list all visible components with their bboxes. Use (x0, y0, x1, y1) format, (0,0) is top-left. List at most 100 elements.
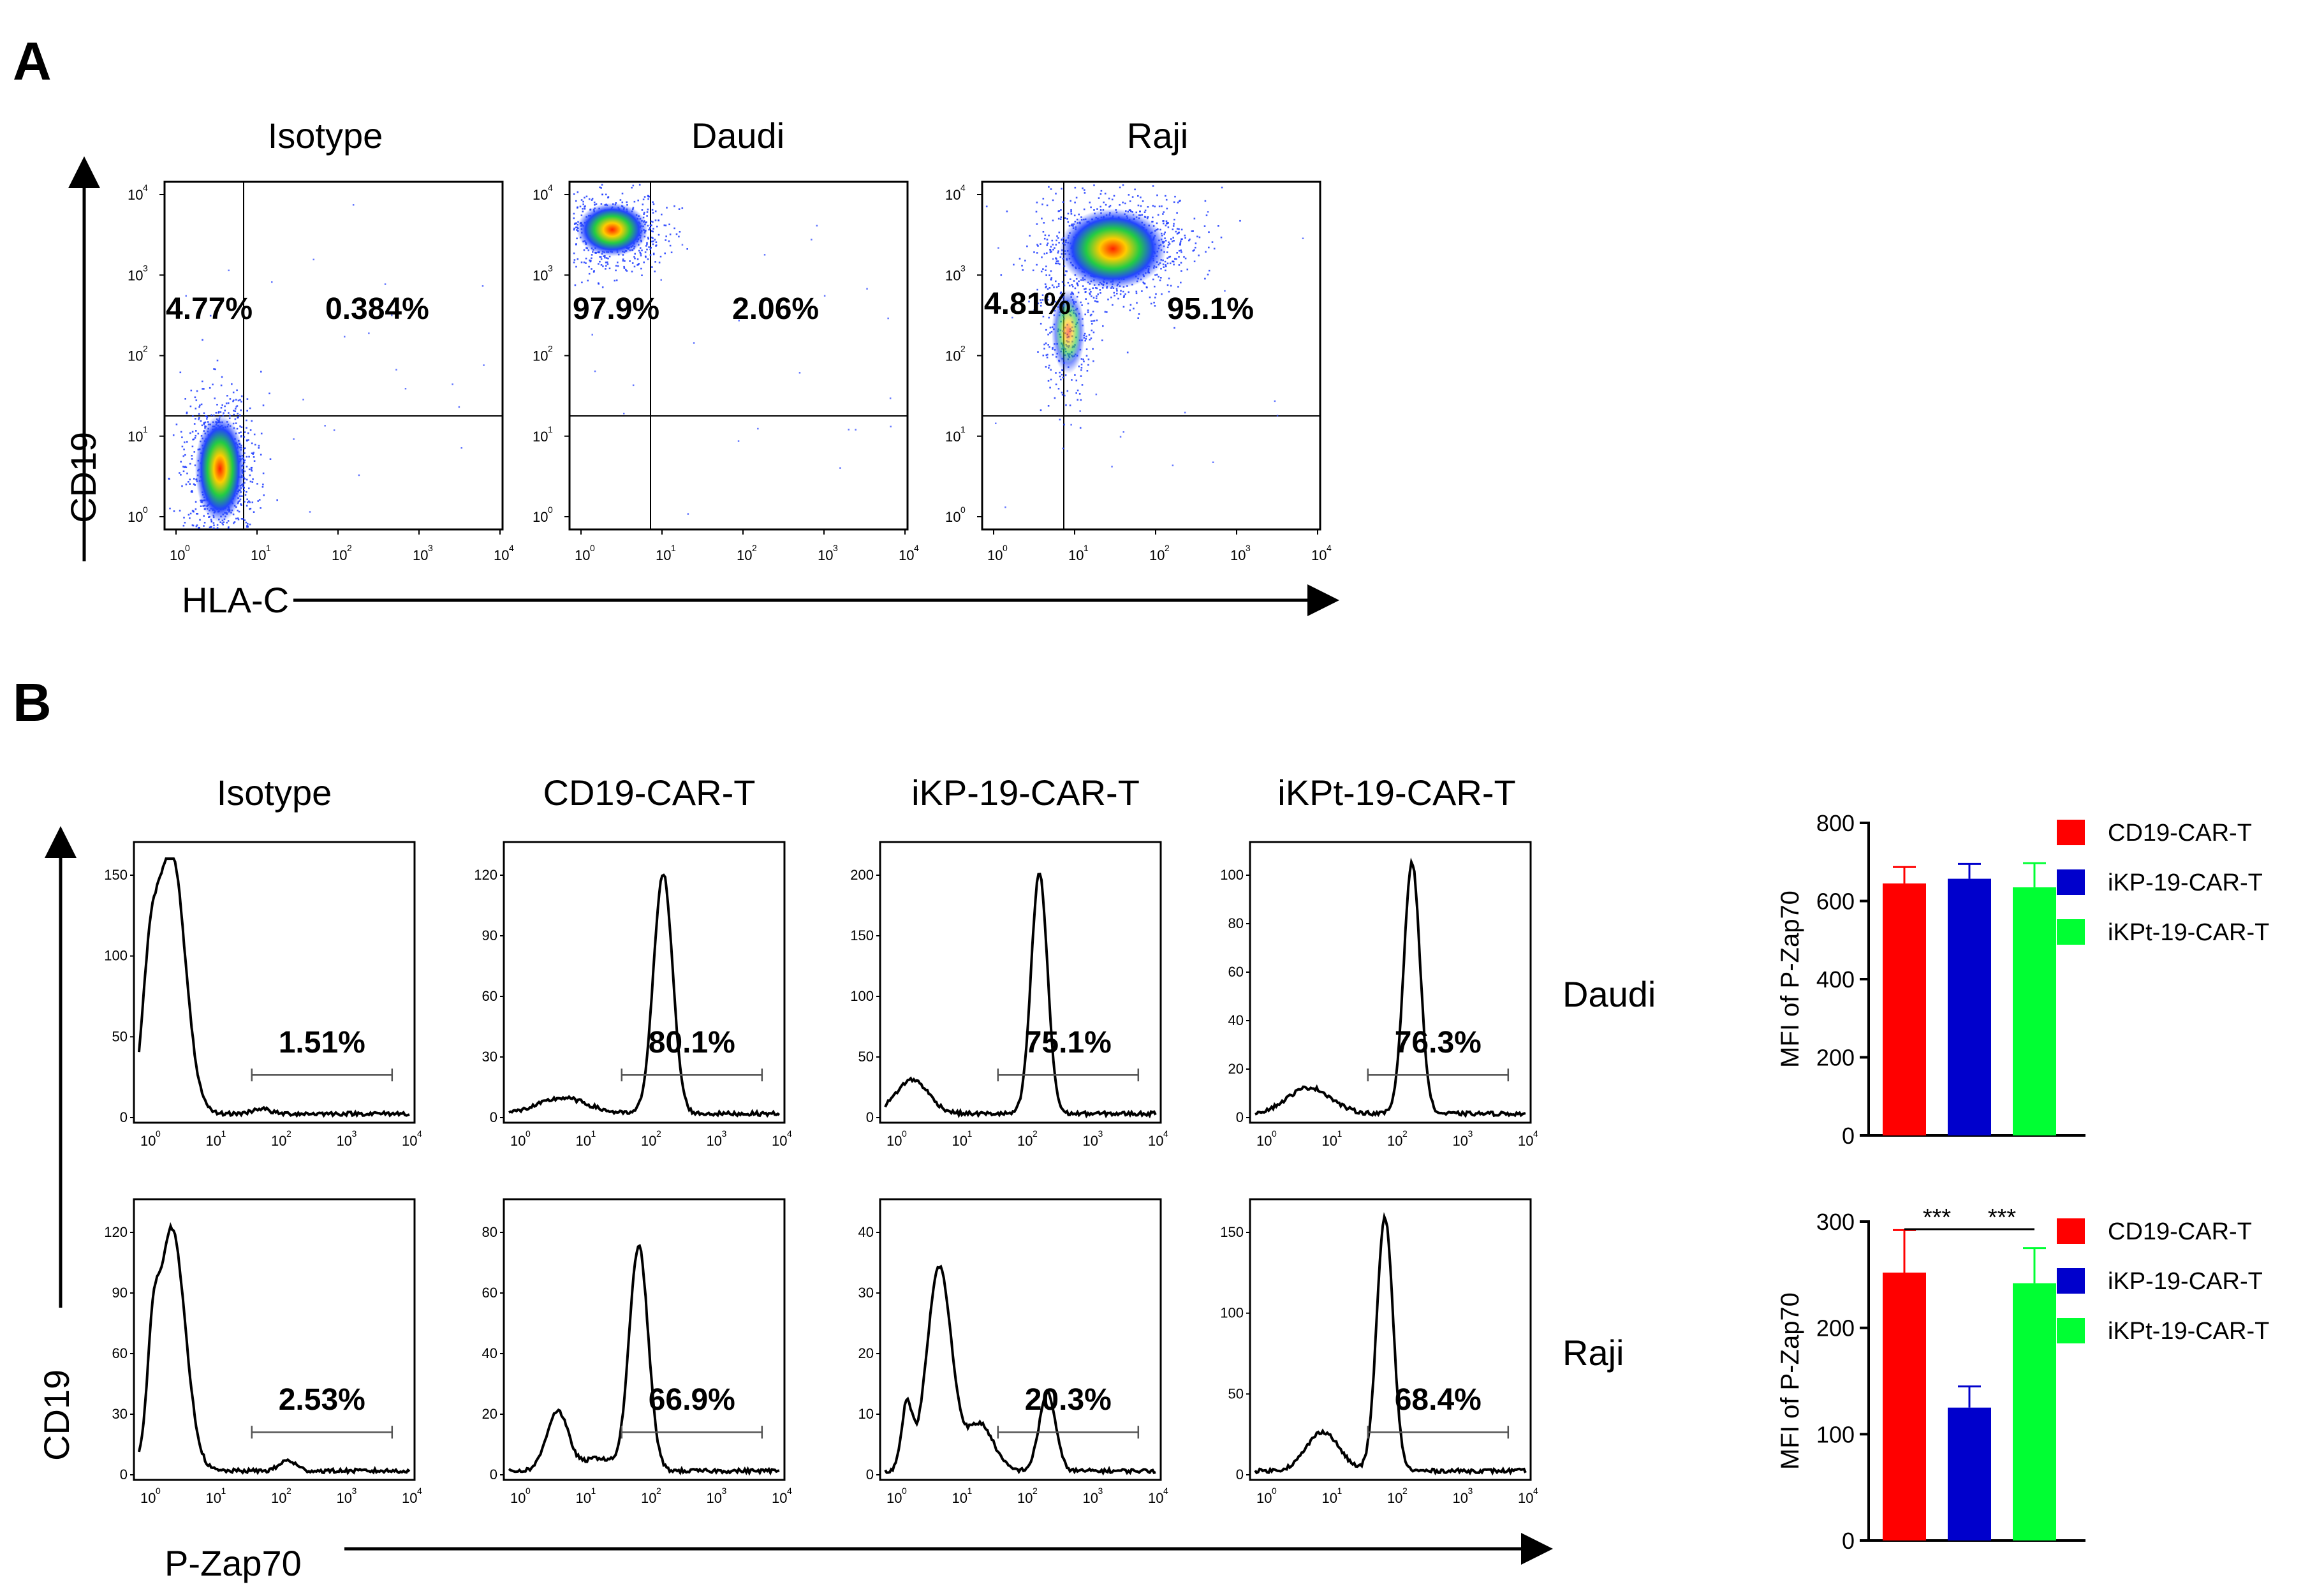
event-dot (324, 425, 326, 427)
legend-swatch (2057, 869, 2085, 895)
event-dot (1122, 306, 1125, 308)
event-dot (195, 418, 196, 420)
event-dot (243, 489, 245, 492)
event-dot (183, 466, 186, 468)
event-dot (647, 237, 649, 239)
event-dot (1036, 252, 1038, 254)
event-dot (1062, 447, 1064, 450)
event-dot (681, 244, 684, 246)
x-tick-exponent: 3 (722, 1128, 727, 1139)
event-dot (652, 212, 654, 214)
event-dot (249, 407, 251, 410)
event-dot (246, 526, 248, 528)
y-tick-label: 20 (858, 1345, 874, 1361)
event-dot (1096, 287, 1098, 290)
column-title: Isotype (217, 772, 332, 813)
row-label-daudi: Daudi (1563, 974, 1656, 1014)
x-tick-exponent: 1 (591, 1128, 596, 1139)
event-dot (1041, 203, 1043, 205)
event-dot (246, 498, 248, 501)
y-tick-label: 10 (533, 348, 548, 364)
event-dot (1045, 286, 1047, 288)
event-dot (1045, 285, 1047, 288)
event-dot (240, 504, 242, 506)
event-dot (601, 184, 603, 186)
x-tick-exponent: 2 (1402, 1128, 1408, 1139)
event-dot (638, 249, 640, 252)
event-dot (1213, 248, 1216, 250)
event-dot (195, 430, 197, 432)
event-dot (1122, 296, 1125, 298)
event-dot (1178, 256, 1180, 258)
event-dot (1089, 288, 1091, 291)
event-dot (643, 213, 645, 215)
event-dot (651, 209, 654, 211)
x-tick-label: 10 (952, 1133, 967, 1149)
event-dot (1169, 255, 1172, 258)
event-dot (1080, 364, 1083, 366)
event-dot (1180, 240, 1182, 242)
event-dot (205, 415, 207, 417)
event-dot (1111, 466, 1113, 468)
event-dot (189, 517, 191, 519)
event-dot (636, 258, 639, 260)
event-dot (622, 258, 624, 260)
event-dot (1006, 211, 1008, 212)
event-dot (1158, 276, 1159, 278)
event-dot (1045, 366, 1047, 368)
event-dot (247, 525, 249, 528)
event-dot (184, 441, 186, 443)
gate-percent: 76.3% (1395, 1026, 1482, 1060)
event-dot (194, 396, 196, 399)
event-dot (216, 527, 219, 529)
x-tick-label: 10 (707, 1133, 722, 1149)
event-dot (866, 288, 868, 290)
event-dot (1107, 299, 1109, 300)
event-dot (763, 254, 766, 256)
event-dot (1043, 253, 1046, 255)
event-dot (1113, 195, 1115, 197)
y-tick-label: 60 (482, 1285, 497, 1301)
event-dot (1129, 309, 1131, 311)
event-dot (1075, 380, 1078, 381)
event-dot (1207, 274, 1209, 276)
event-dot (1091, 313, 1092, 316)
event-dot (1055, 262, 1057, 265)
x-tick-exponent: 1 (221, 1128, 226, 1139)
event-dot (594, 370, 596, 373)
event-dot (1155, 293, 1157, 295)
event-dot (199, 519, 201, 521)
event-dot (452, 383, 453, 385)
event-dot (668, 240, 670, 242)
event-dot (251, 481, 254, 483)
event-dot (1122, 202, 1124, 203)
event-dot (1037, 245, 1039, 247)
x-tick-label: 10 (332, 547, 347, 563)
event-dot (246, 419, 247, 422)
event-dot (193, 423, 196, 425)
y-tick-label: 50 (858, 1049, 874, 1065)
x-tick-label: 10 (1256, 1490, 1272, 1506)
x-tick-exponent: 2 (347, 543, 352, 553)
y-tick-label: 100 (1220, 867, 1244, 883)
event-dot (384, 283, 386, 285)
event-dot (645, 256, 647, 258)
event-dot (1087, 358, 1090, 360)
event-dot (1042, 198, 1045, 200)
event-dot (1059, 218, 1062, 220)
event-dot (1088, 334, 1091, 336)
event-dot (673, 205, 675, 207)
x-tick-label: 10 (576, 1490, 591, 1506)
event-dot (251, 442, 253, 445)
event-dot (582, 200, 584, 203)
y-tick-label: 90 (112, 1285, 128, 1301)
y-tick-label: 0 (120, 1467, 128, 1482)
event-dot (1036, 202, 1038, 203)
bar-chart-ylabel: MFI of P-Zap70 (1776, 1292, 1804, 1470)
event-dot (633, 265, 636, 268)
event-dot (233, 413, 235, 416)
x-tick-exponent: 3 (1098, 1128, 1103, 1139)
event-dot (1057, 251, 1059, 254)
event-dot (1049, 332, 1051, 334)
